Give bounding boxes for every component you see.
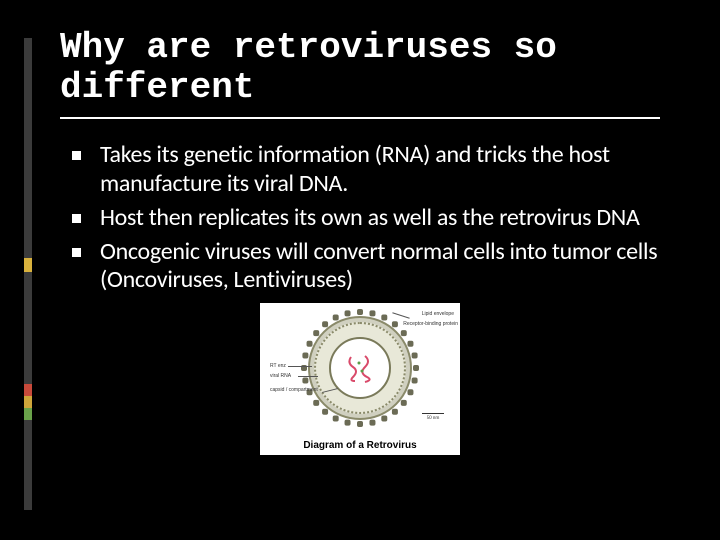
accent-bar — [24, 38, 32, 510]
bullet-item: Takes its genetic information (RNA) and … — [72, 141, 660, 198]
scale-bar: 50 nm — [422, 413, 444, 421]
spike — [302, 377, 308, 383]
label-line — [298, 376, 318, 377]
spike — [333, 415, 339, 421]
spike — [412, 377, 418, 383]
diagram-caption: Diagram of a Retrovirus — [303, 440, 416, 451]
bullet-item: Oncogenic viruses will convert normal ce… — [72, 238, 660, 295]
accent-segment — [24, 258, 32, 272]
slide-title: Why are retroviruses so different — [60, 28, 670, 107]
label-line — [288, 366, 312, 367]
accent-segment — [24, 396, 32, 408]
spike — [392, 409, 398, 415]
spike — [302, 352, 308, 358]
label-lipid-envelope: Lipid envelope — [422, 311, 454, 317]
spike — [381, 415, 387, 421]
label-rt: RT enz — [270, 363, 286, 369]
spike — [381, 314, 387, 320]
bullet-list: Takes its genetic information (RNA) and … — [72, 141, 660, 295]
virion — [301, 309, 419, 427]
label-viral-rna: viral RNA — [270, 373, 291, 379]
spike — [322, 409, 328, 415]
spike — [401, 400, 407, 406]
spike — [357, 309, 363, 315]
scale-text: 50 nm — [427, 415, 440, 421]
retrovirus-diagram: Lipid envelope Receptor-binding protein … — [260, 303, 460, 455]
spike — [369, 310, 375, 316]
slide: Why are retroviruses so different Takes … — [0, 0, 720, 540]
bullet-item: Host then replicates its own as well as … — [72, 204, 660, 232]
accent-segment — [24, 272, 32, 384]
spike — [357, 421, 363, 427]
spike — [413, 365, 419, 371]
spike — [369, 419, 375, 425]
spike — [345, 310, 351, 316]
accent-segment — [24, 420, 32, 510]
spike — [345, 419, 351, 425]
accent-segment — [24, 408, 32, 420]
label-capsid: capsid / compartment — [270, 387, 318, 393]
scale-line — [422, 413, 444, 414]
spike — [392, 321, 398, 327]
accent-segment — [24, 38, 32, 258]
spike — [407, 389, 413, 395]
spike — [401, 330, 407, 336]
accent-segment — [24, 384, 32, 396]
spike — [412, 352, 418, 358]
diagram-container: Lipid envelope Receptor-binding protein … — [0, 303, 720, 455]
spike — [313, 400, 319, 406]
rna-strands — [343, 351, 377, 385]
title-underline — [60, 117, 660, 119]
label-receptor-binding: Receptor-binding protein — [403, 321, 458, 327]
spike — [407, 340, 413, 346]
